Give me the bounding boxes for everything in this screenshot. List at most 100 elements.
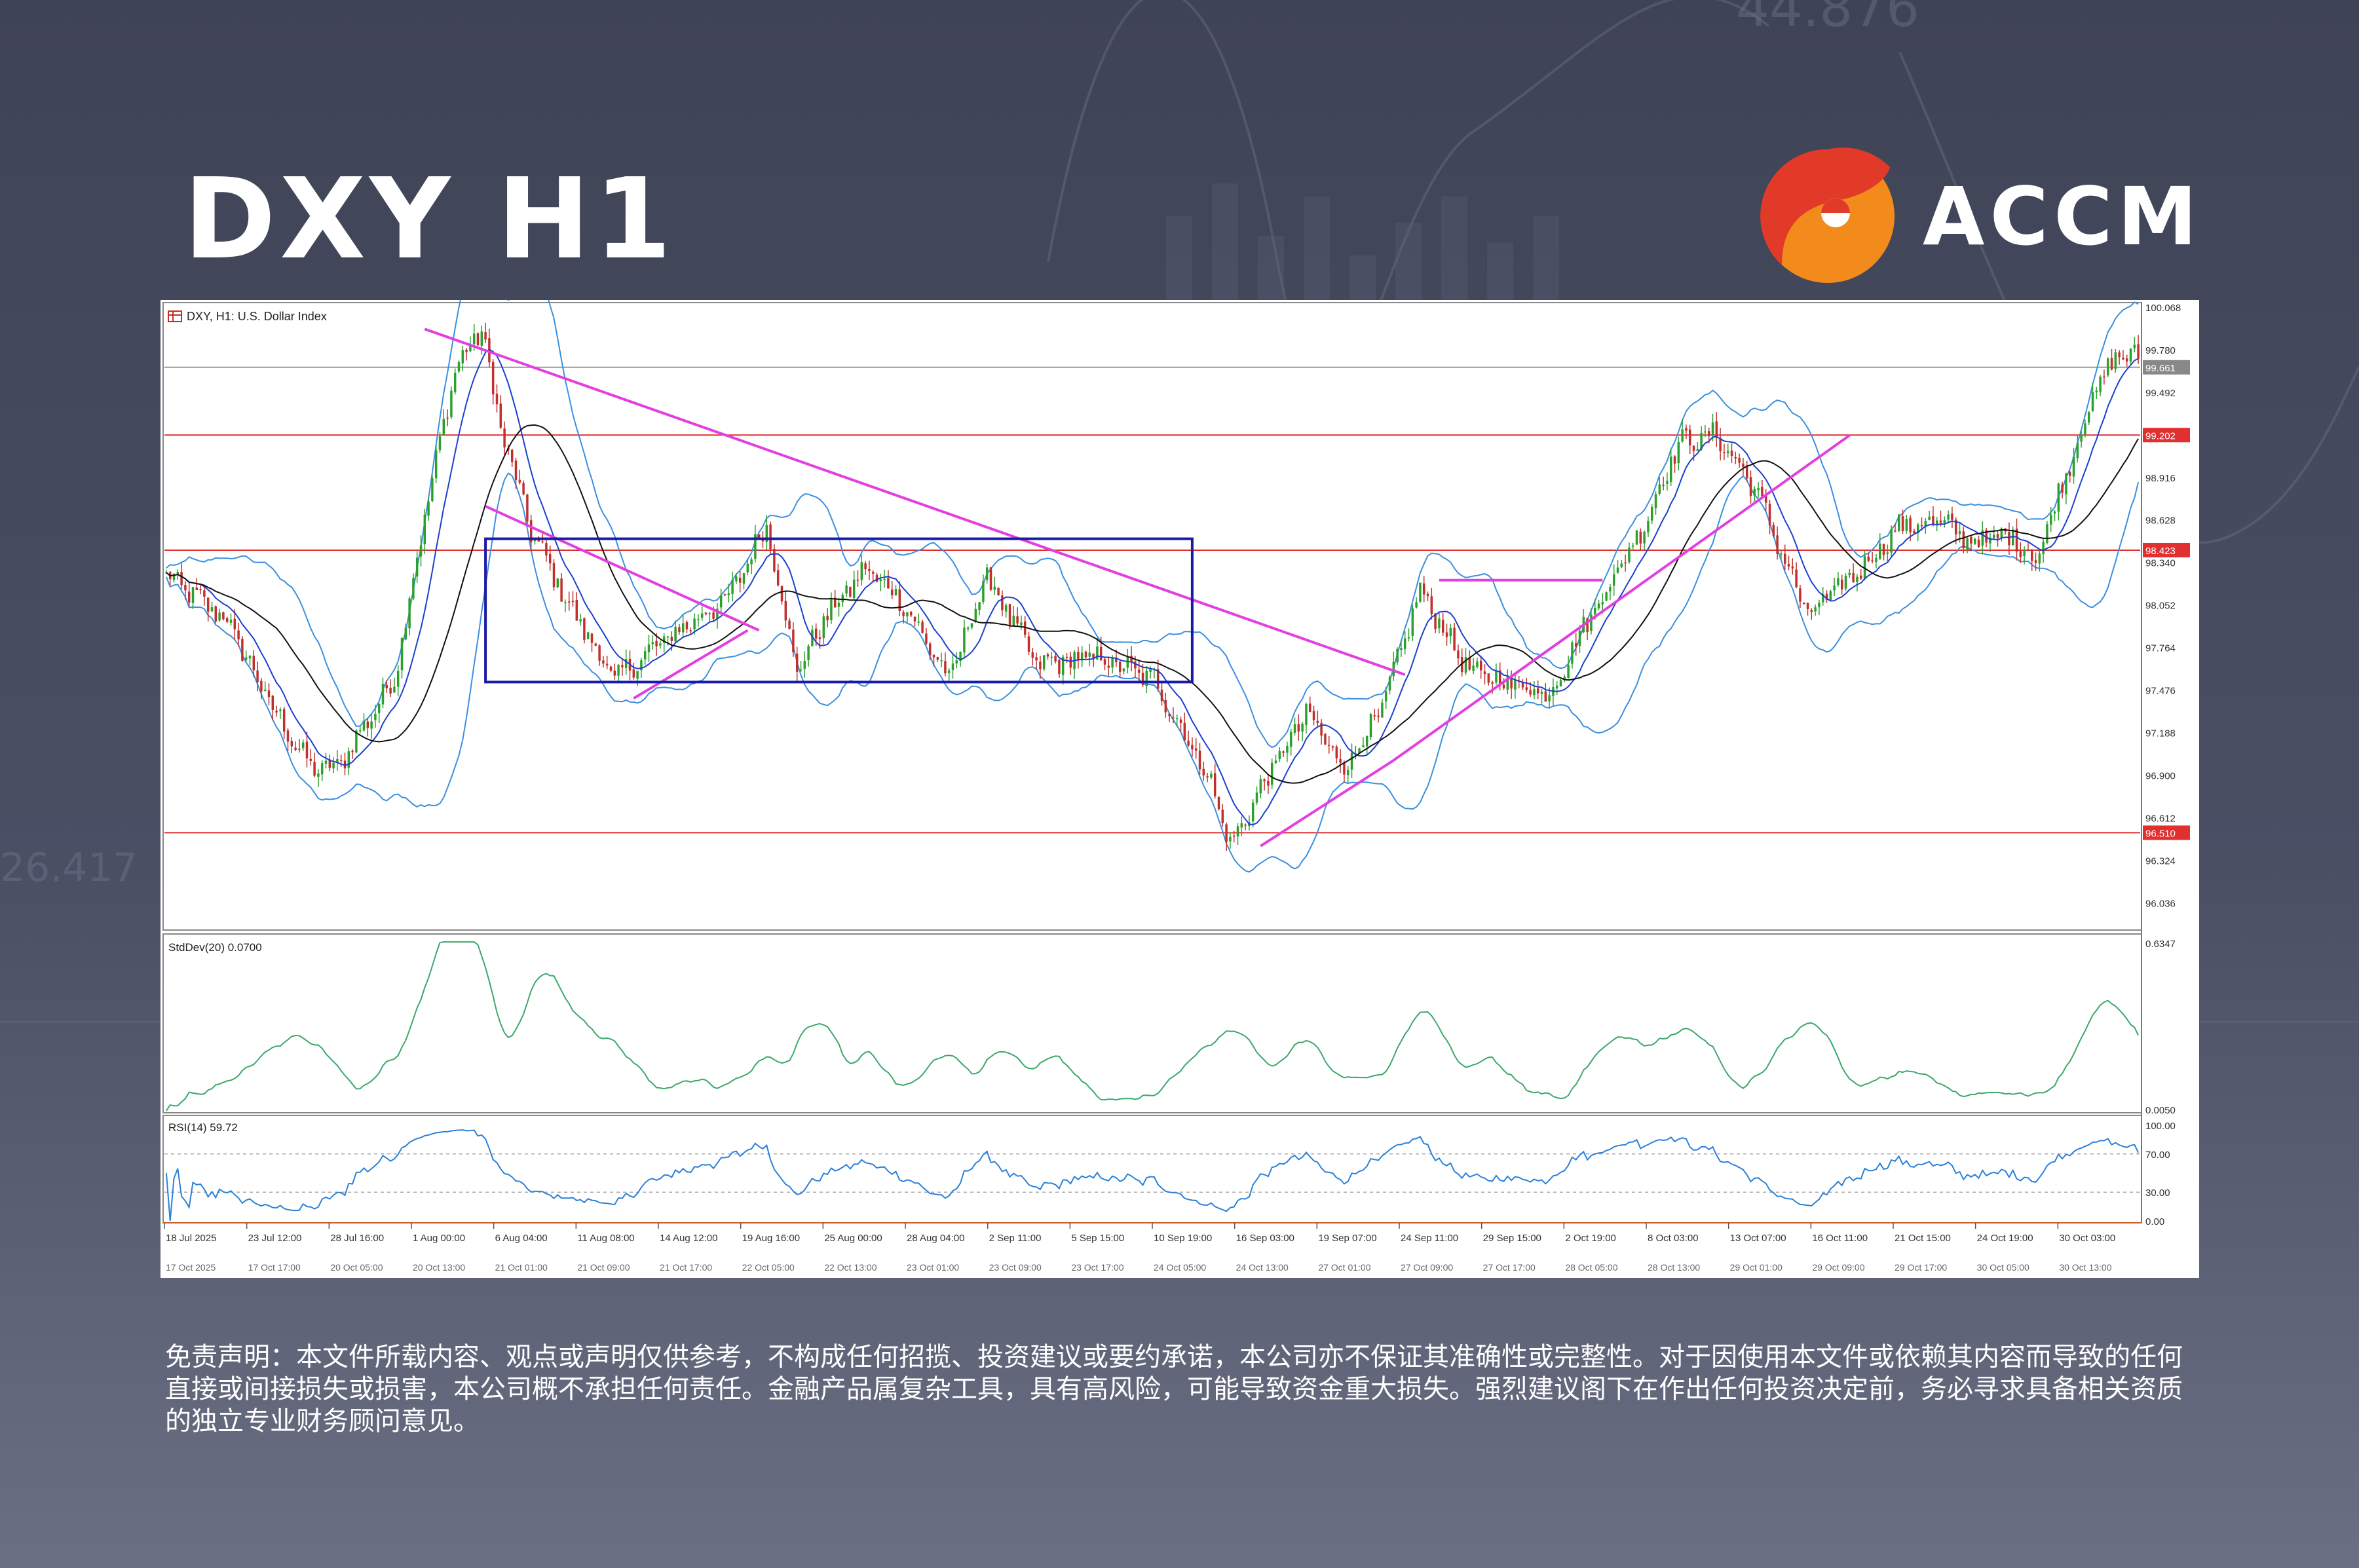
candle-body: [1783, 553, 1786, 564]
range-box: [484, 537, 1194, 684]
candle-body: [442, 419, 445, 435]
candle-body: [1293, 724, 1296, 733]
candle-body: [400, 638, 404, 671]
candle-body: [1141, 673, 1144, 685]
candle-body: [1935, 520, 1938, 525]
time-label-top: 13 Oct 07:00: [1730, 1233, 1786, 1244]
candle-body: [1559, 680, 1562, 686]
candle-body: [1187, 740, 1190, 746]
candle-body: [765, 525, 768, 542]
candle-body: [271, 696, 274, 711]
candle-body: [1061, 656, 1065, 675]
candle-body: [1194, 748, 1198, 751]
candle-body: [1954, 519, 1957, 534]
candle-body: [522, 483, 525, 495]
candle-body: [978, 602, 981, 610]
candle-body: [1833, 585, 1836, 591]
candle-body: [822, 616, 825, 639]
candle-body: [1529, 690, 1532, 695]
candle-body: [1742, 463, 1745, 468]
candle-body: [1472, 665, 1475, 671]
candle-body: [2122, 358, 2124, 360]
candle-body: [2118, 352, 2121, 357]
candle-body: [1407, 637, 1410, 639]
candle-body: [476, 333, 480, 346]
price-tick-label: 97.476: [2145, 686, 2176, 697]
candle-body: [955, 660, 958, 664]
candle-body: [632, 669, 635, 678]
candle-body: [2042, 542, 2045, 554]
candle-body: [1498, 670, 1501, 684]
candle-body: [788, 620, 791, 629]
candle-body: [993, 586, 996, 590]
candle-body: [1331, 746, 1334, 748]
candle-body: [1992, 534, 1995, 538]
candle-body: [1172, 717, 1175, 719]
candle-body: [1837, 578, 1840, 585]
candle-body: [1134, 661, 1137, 669]
candle-body: [963, 627, 966, 653]
candle-body: [871, 572, 875, 574]
candle-body: [1764, 495, 1767, 503]
candle-body: [598, 645, 601, 661]
time-label-top: 16 Oct 11:00: [1812, 1233, 1868, 1244]
candle-body: [1977, 540, 1980, 547]
candle-body: [1339, 758, 1342, 763]
candle-body: [1951, 513, 1953, 520]
candle-body: [1620, 563, 1623, 568]
candle-body: [727, 593, 730, 595]
candle-body: [1198, 750, 1201, 770]
candle-body: [1263, 779, 1266, 781]
candle-body: [385, 684, 388, 688]
candle-body: [792, 629, 795, 652]
candle-body: [928, 643, 932, 656]
candle-body: [320, 763, 324, 775]
candle-body: [564, 602, 567, 603]
candle-body: [1605, 592, 1608, 601]
candle-body: [184, 584, 187, 591]
candle-body: [902, 612, 905, 616]
candle-body: [370, 721, 373, 729]
candle-body: [1103, 659, 1106, 665]
candle-body: [1704, 431, 1707, 433]
candle-body: [1574, 643, 1577, 647]
candle-body: [1506, 676, 1509, 690]
candle-body: [1031, 652, 1034, 658]
candle-body: [1772, 525, 1775, 536]
candle-body: [723, 594, 727, 595]
price-tick-label: 99.492: [2145, 388, 2176, 399]
time-label-bottom: 23 Oct 09:00: [989, 1262, 1042, 1273]
candle-body: [1643, 531, 1646, 544]
candle-body: [1008, 604, 1011, 625]
candle-body: [1814, 607, 1817, 612]
time-label-top: 2 Oct 19:00: [1565, 1233, 1616, 1244]
candle-body: [1411, 608, 1414, 636]
candle-body: [2072, 457, 2075, 477]
candle-body: [1065, 656, 1068, 658]
candle-body: [2133, 345, 2136, 348]
candle-body: [290, 741, 293, 747]
candle-body: [309, 758, 312, 761]
candle-body: [1244, 825, 1247, 826]
price-tick-label: 98.052: [2145, 601, 2176, 612]
candle-body: [1875, 557, 1878, 563]
candle-body: [206, 597, 210, 612]
bollinger-upper-band: [166, 300, 2139, 749]
time-label-top: 19 Sep 07:00: [1318, 1233, 1376, 1244]
candle-body: [1221, 810, 1224, 823]
price-tick-label: 97.188: [2145, 728, 2176, 739]
candle-body: [681, 623, 685, 633]
candle-body: [1381, 702, 1384, 718]
candle-body: [1745, 465, 1748, 479]
price-tick-label: 97.764: [2145, 643, 2176, 654]
candle-body: [1631, 545, 1634, 547]
trendline-1: [424, 327, 1406, 676]
candle-body: [1947, 514, 1950, 520]
candle-body: [260, 681, 263, 692]
candle-body: [279, 709, 282, 711]
time-label-top: 25 Aug 00:00: [824, 1233, 882, 1244]
candle-body: [2065, 473, 2067, 495]
candle-body: [586, 632, 590, 639]
time-label-bottom: 30 Oct 13:00: [2059, 1262, 2111, 1273]
candle-body: [985, 567, 989, 580]
